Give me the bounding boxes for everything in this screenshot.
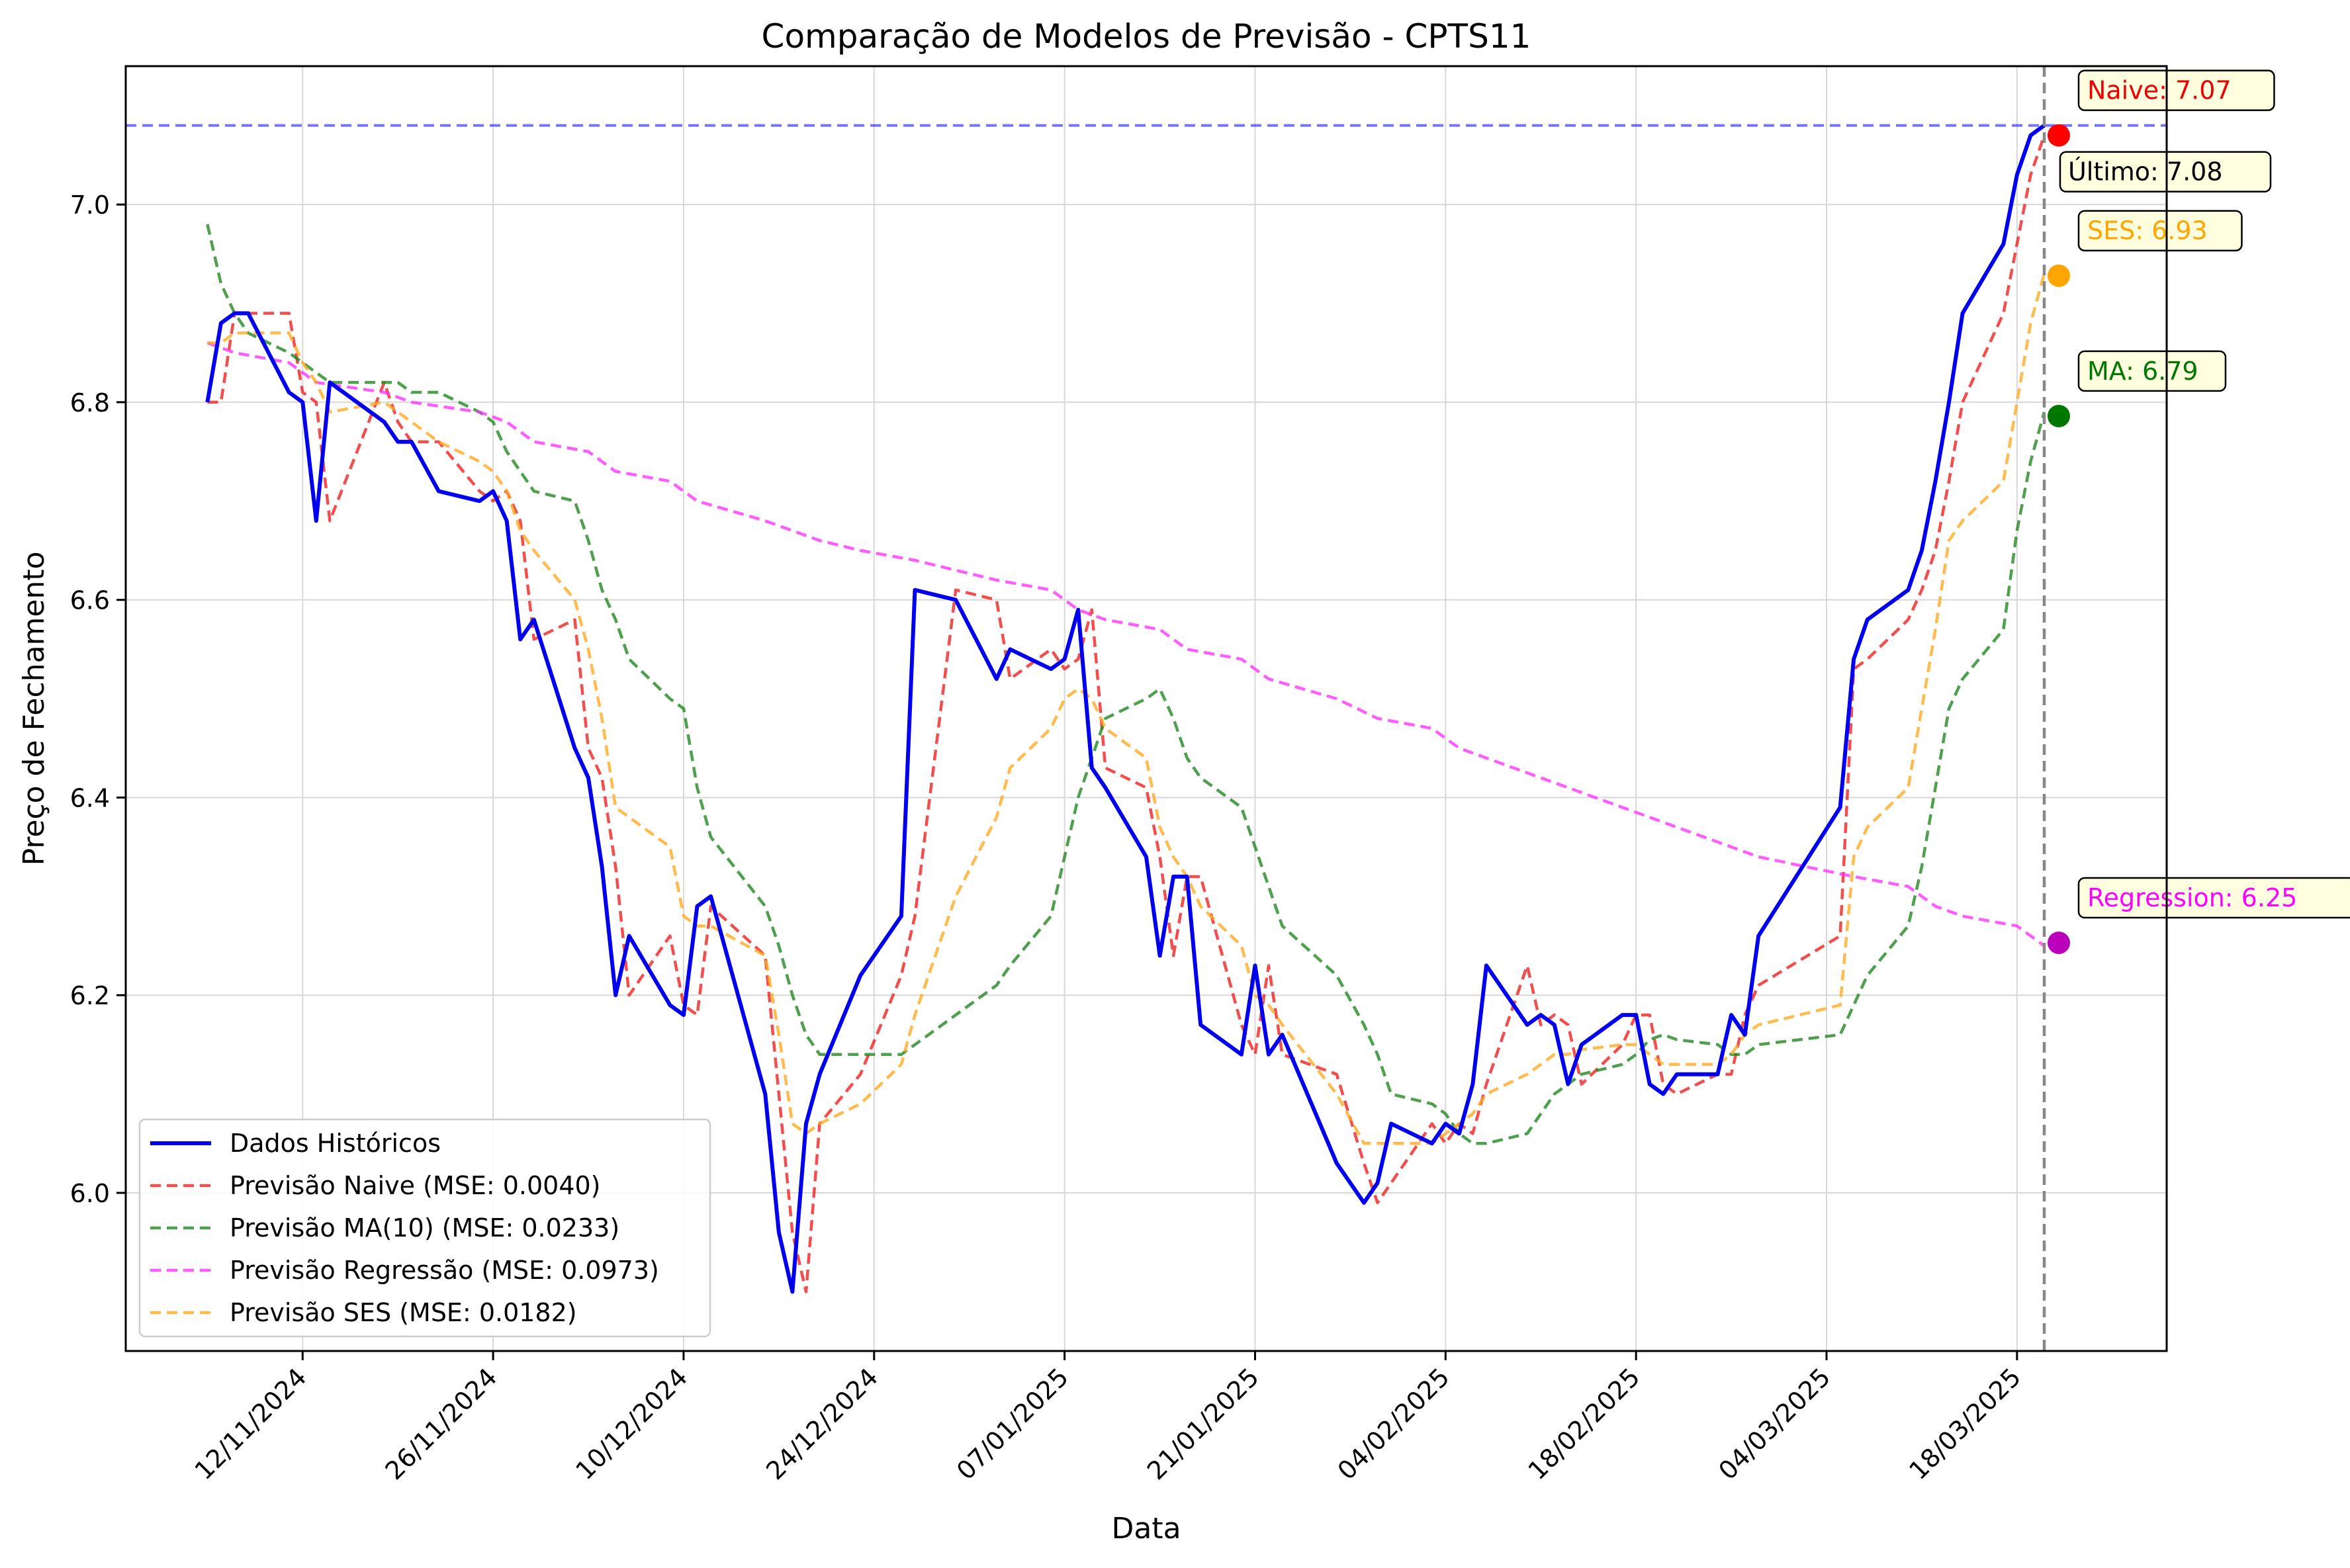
y-tick-label: 7.0	[70, 191, 110, 220]
series-line-3	[206, 341, 2046, 947]
last-value-label-text: Último: 7.08	[2068, 157, 2223, 187]
legend-label: Previsão Naive (MSE: 0.0040)	[230, 1171, 601, 1200]
forecast-label-box	[2077, 877, 2350, 919]
y-tick-label: 6.4	[70, 783, 110, 812]
legend: Dados Históricos Previsão Naive (MSE: 0.0…	[138, 1118, 711, 1338]
legend-label: Dados Históricos	[230, 1129, 441, 1158]
legend-label: Previsão Regressão (MSE: 0.0973)	[230, 1256, 659, 1285]
plot-frame	[124, 65, 2168, 1352]
legend-label: Previsão SES (MSE: 0.0182)	[230, 1298, 577, 1327]
series-layer	[205, 124, 2046, 1294]
forecast-label-box	[2077, 210, 2243, 251]
forecast-label-text: Naive: 7.07	[2087, 76, 2232, 105]
y-tick-label: 6.0	[70, 1179, 110, 1208]
forecast-label-text: MA: 6.79	[2087, 357, 2198, 386]
y-tick-label: 6.6	[70, 586, 110, 615]
series-line-4	[207, 273, 2046, 1145]
legend-label: Previsão MA(10) (MSE: 0.0233)	[230, 1213, 619, 1242]
series-line-2	[206, 224, 2046, 1145]
forecast-label-box	[2077, 350, 2227, 392]
forecast-label-text: SES: 6.93	[2087, 216, 2208, 245]
x-axis-label: Data	[1111, 1512, 1181, 1546]
y-tick-label: 6.2	[70, 981, 110, 1010]
y-axis-label: Preço de Fechamento	[17, 551, 51, 865]
forecast-marker	[2047, 124, 2070, 147]
forecast-marker	[2047, 404, 2070, 427]
forecast-marker	[2047, 932, 2070, 955]
chart-title: Comparação de Modelos de Previsão - CPTS…	[762, 17, 1531, 56]
last-value-label-box	[2059, 151, 2272, 193]
grid	[126, 66, 2167, 1351]
series-line-0	[205, 124, 2046, 1294]
forecast-label-text: Regression: 6.25	[2087, 883, 2297, 912]
legend-box	[138, 1118, 711, 1338]
forecast-label-box	[2077, 69, 2275, 111]
annotations: Naive: 7.07 SES: 6.93 MA: 6.79 Regression: …	[126, 66, 2350, 1351]
forecast-marker	[2047, 264, 2070, 287]
y-tick-label: 6.8	[70, 388, 110, 417]
